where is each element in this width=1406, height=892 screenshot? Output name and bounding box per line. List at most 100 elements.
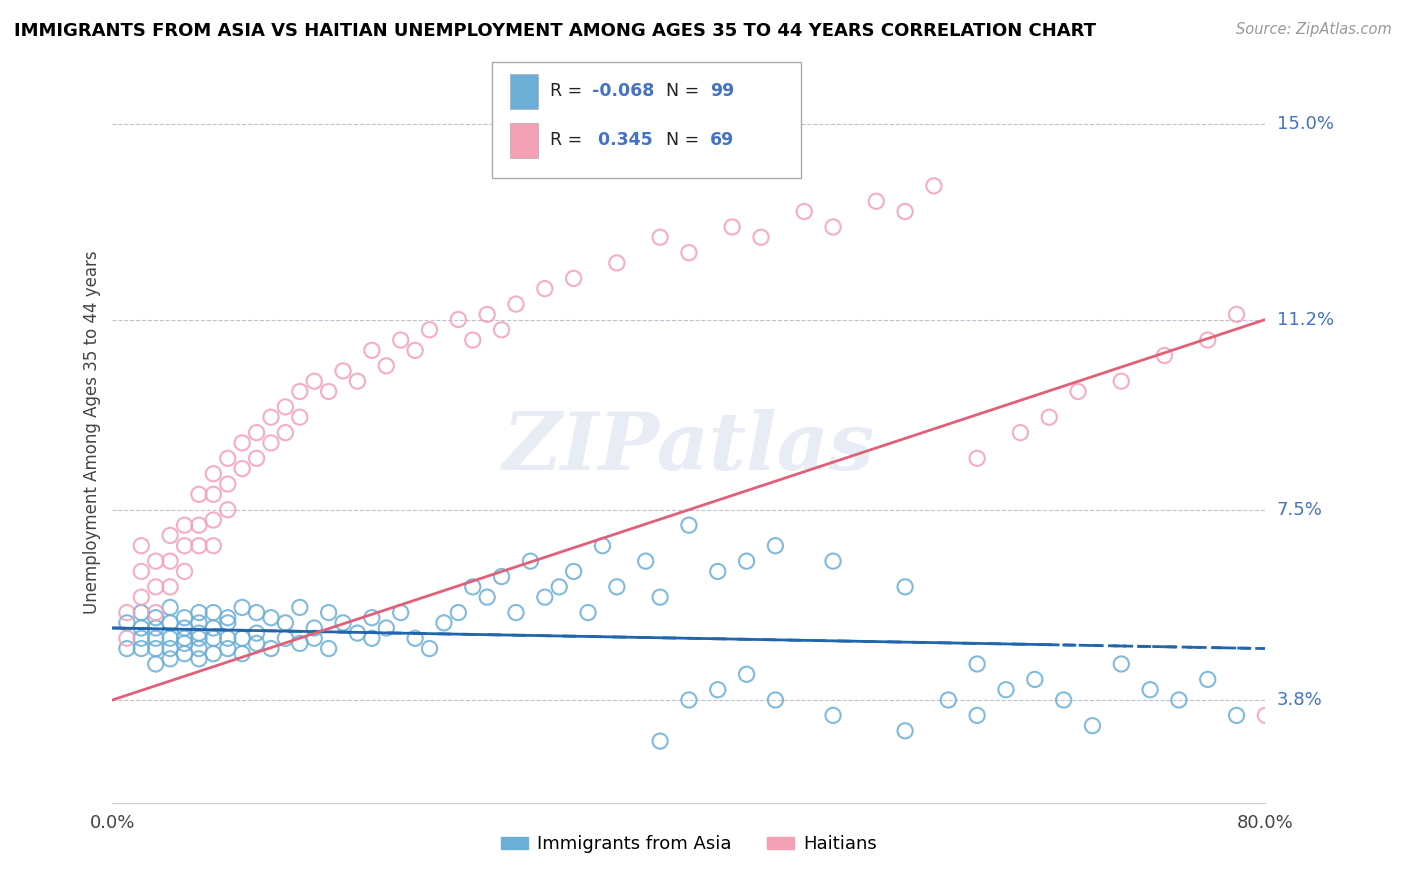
Point bbox=[304, 621, 326, 635]
Point bbox=[475, 307, 499, 321]
Text: 7.5%: 7.5% bbox=[1277, 500, 1323, 519]
Point bbox=[1081, 719, 1104, 733]
Point bbox=[145, 554, 167, 568]
Text: 99: 99 bbox=[710, 82, 734, 101]
Point bbox=[447, 606, 470, 620]
Point bbox=[129, 606, 153, 620]
Point bbox=[749, 230, 772, 244]
Point bbox=[304, 632, 326, 646]
Point bbox=[115, 615, 138, 630]
Point bbox=[966, 657, 988, 671]
Point bbox=[447, 312, 470, 326]
Y-axis label: Unemployment Among Ages 35 to 44 years: Unemployment Among Ages 35 to 44 years bbox=[83, 251, 101, 615]
Point bbox=[231, 461, 253, 475]
Point bbox=[505, 297, 527, 311]
Point bbox=[475, 590, 499, 604]
Point bbox=[145, 610, 167, 624]
Point bbox=[246, 451, 269, 466]
Text: N =: N = bbox=[655, 82, 704, 101]
Point bbox=[202, 621, 225, 635]
Point bbox=[519, 554, 541, 568]
Point bbox=[145, 657, 167, 671]
Text: 15.0%: 15.0% bbox=[1277, 115, 1333, 133]
Point bbox=[260, 410, 283, 425]
Point bbox=[288, 600, 311, 615]
Point bbox=[217, 451, 239, 466]
Point bbox=[115, 606, 138, 620]
Point bbox=[129, 565, 153, 579]
Point bbox=[1139, 682, 1161, 697]
Point bbox=[129, 539, 153, 553]
Point bbox=[246, 425, 269, 440]
Point bbox=[721, 219, 744, 234]
Point bbox=[735, 667, 758, 681]
Point bbox=[1197, 673, 1219, 687]
Point bbox=[548, 580, 571, 594]
Point bbox=[288, 410, 311, 425]
Point bbox=[534, 590, 557, 604]
Point bbox=[246, 626, 269, 640]
Text: R =: R = bbox=[550, 131, 588, 149]
Point bbox=[433, 615, 456, 630]
Point bbox=[650, 590, 672, 604]
Point bbox=[217, 632, 239, 646]
Point bbox=[707, 565, 730, 579]
Point bbox=[260, 610, 283, 624]
Point bbox=[1053, 693, 1076, 707]
Point bbox=[461, 333, 484, 347]
Point bbox=[159, 641, 181, 656]
Point bbox=[1153, 349, 1175, 363]
Point bbox=[1167, 693, 1189, 707]
Point bbox=[375, 359, 398, 373]
Point bbox=[419, 641, 441, 656]
Point bbox=[821, 554, 844, 568]
Point bbox=[188, 615, 211, 630]
Point bbox=[129, 641, 153, 656]
Text: 0.345: 0.345 bbox=[592, 131, 652, 149]
Point bbox=[332, 364, 354, 378]
Point bbox=[821, 708, 844, 723]
Point bbox=[188, 487, 211, 501]
Point bbox=[246, 606, 269, 620]
Point bbox=[1067, 384, 1090, 399]
Point bbox=[145, 621, 167, 635]
Point bbox=[346, 626, 368, 640]
Text: 11.2%: 11.2% bbox=[1277, 310, 1334, 328]
Point bbox=[562, 271, 585, 285]
Point bbox=[173, 647, 195, 661]
Point bbox=[765, 539, 787, 553]
Point bbox=[115, 641, 138, 656]
Point bbox=[188, 518, 211, 533]
Point bbox=[894, 204, 917, 219]
Point bbox=[922, 178, 945, 193]
Point bbox=[1111, 374, 1133, 388]
Point bbox=[865, 194, 887, 209]
Point bbox=[159, 632, 181, 646]
Point bbox=[173, 539, 195, 553]
Point bbox=[115, 632, 138, 646]
Point bbox=[145, 641, 167, 656]
Point bbox=[145, 580, 167, 594]
Point bbox=[274, 425, 297, 440]
Point bbox=[202, 632, 225, 646]
Point bbox=[202, 487, 225, 501]
Point bbox=[534, 282, 557, 296]
Point bbox=[1111, 657, 1133, 671]
Point bbox=[1197, 333, 1219, 347]
Point bbox=[188, 539, 211, 553]
Point bbox=[188, 632, 211, 646]
Point bbox=[217, 502, 239, 516]
Point bbox=[129, 632, 153, 646]
Point bbox=[159, 528, 181, 542]
Point bbox=[304, 374, 326, 388]
Point bbox=[735, 554, 758, 568]
Point bbox=[145, 632, 167, 646]
Point bbox=[360, 632, 382, 646]
Point bbox=[202, 467, 225, 481]
Point bbox=[173, 636, 195, 650]
Point bbox=[894, 580, 917, 594]
Point bbox=[606, 580, 628, 594]
Point bbox=[188, 652, 211, 666]
Point bbox=[173, 565, 195, 579]
Point bbox=[159, 554, 181, 568]
